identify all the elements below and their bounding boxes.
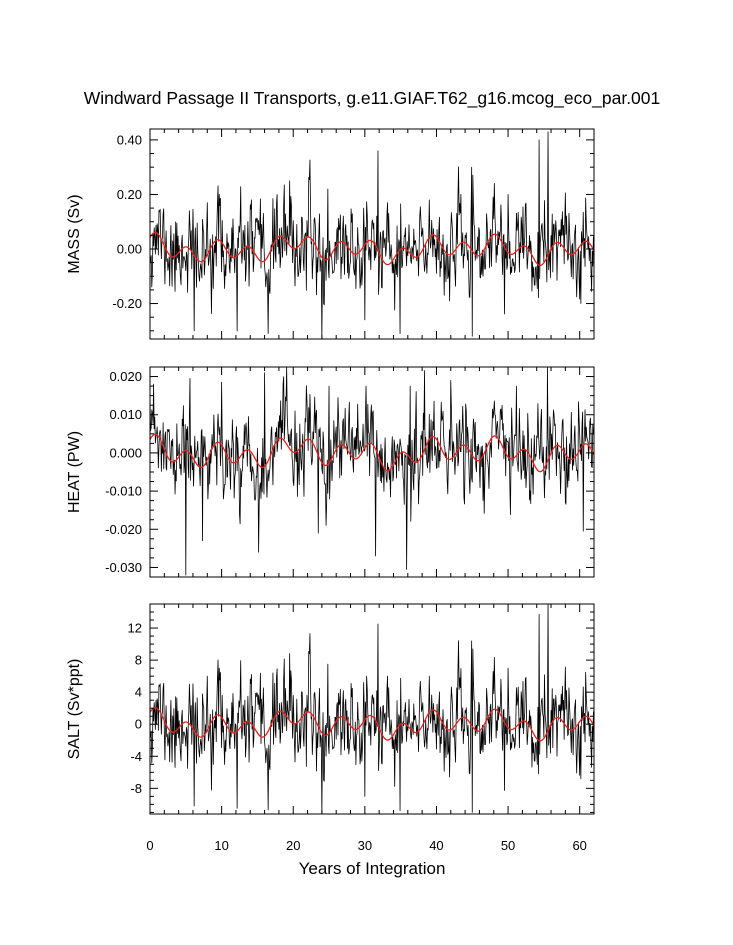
salt-ytick-label: 0 bbox=[135, 717, 142, 732]
mass-annual-mean-series bbox=[150, 231, 594, 267]
x-tick-label: 50 bbox=[501, 838, 515, 853]
salt-ticks bbox=[149, 603, 595, 814]
figure-title: Windward Passage II Transports, g.e11.GI… bbox=[84, 88, 661, 109]
salt-annual-mean-series bbox=[150, 706, 594, 742]
x-tick-label: 20 bbox=[286, 838, 300, 853]
mass-plot-frame bbox=[149, 128, 595, 340]
x-tick-label: 0 bbox=[146, 838, 153, 853]
heat-ytick-label: 0.000 bbox=[109, 445, 142, 460]
salt-ytick-label: -4 bbox=[130, 749, 142, 764]
mass-ytick-label: 0.20 bbox=[117, 187, 142, 202]
mass-ticks bbox=[149, 129, 595, 339]
mass-ytick-labels: 0.40 0.20 0.00 -0.20 bbox=[112, 132, 142, 311]
mass-monthly-series bbox=[150, 131, 594, 339]
mass-panel: 0.40 0.20 0.00 -0.20 MASS (Sv) bbox=[66, 128, 595, 340]
heat-ytick-label: 0.020 bbox=[109, 369, 142, 384]
x-tick-label: 40 bbox=[429, 838, 443, 853]
heat-y-axis-label: HEAT (PW) bbox=[66, 431, 83, 513]
x-tick-labels: 0 10 20 30 40 50 60 bbox=[146, 838, 587, 853]
heat-ticks bbox=[149, 366, 595, 578]
heat-annual-mean-series bbox=[150, 433, 594, 473]
heat-ytick-label: -0.020 bbox=[105, 522, 142, 537]
salt-plot-data bbox=[150, 604, 594, 814]
salt-ytick-label: 4 bbox=[135, 685, 142, 700]
salt-plot-frame bbox=[149, 603, 595, 815]
heat-ytick-label: -0.010 bbox=[105, 484, 142, 499]
salt-ytick-label: 12 bbox=[128, 621, 142, 636]
heat-ytick-labels: 0.020 0.010 0.000 -0.010 -0.020 -0.030 bbox=[105, 369, 142, 575]
salt-ytick-label: -8 bbox=[130, 781, 142, 796]
heat-panel: 0.020 0.010 0.000 -0.010 -0.020 -0.030 H… bbox=[66, 366, 595, 578]
heat-ytick-label: 0.010 bbox=[109, 407, 142, 422]
mass-ytick-label: 0.00 bbox=[117, 242, 142, 257]
x-tick-label: 30 bbox=[358, 838, 372, 853]
heat-monthly-series bbox=[150, 367, 594, 576]
x-tick-label: 10 bbox=[214, 838, 228, 853]
heat-ytick-label: -0.030 bbox=[105, 560, 142, 575]
x-tick-label: 60 bbox=[572, 838, 586, 853]
salt-y-axis-label: SALT (Sv*ppt) bbox=[66, 659, 83, 760]
mass-ytick-label: 0.40 bbox=[117, 132, 142, 147]
salt-ytick-labels: 12 8 4 0 -4 -8 bbox=[128, 621, 142, 796]
x-axis-label: Years of Integration bbox=[299, 859, 446, 878]
heat-plot-data bbox=[150, 367, 594, 576]
mass-y-axis-label: MASS (Sv) bbox=[66, 194, 83, 273]
salt-monthly-series bbox=[150, 604, 594, 814]
mass-ytick-label: -0.20 bbox=[112, 296, 142, 311]
salt-panel: 12 8 4 0 -4 -8 SALT (Sv*ppt) 0 10 20 30 … bbox=[66, 603, 595, 853]
mass-plot-data bbox=[150, 131, 594, 339]
salt-ytick-label: 8 bbox=[135, 653, 142, 668]
